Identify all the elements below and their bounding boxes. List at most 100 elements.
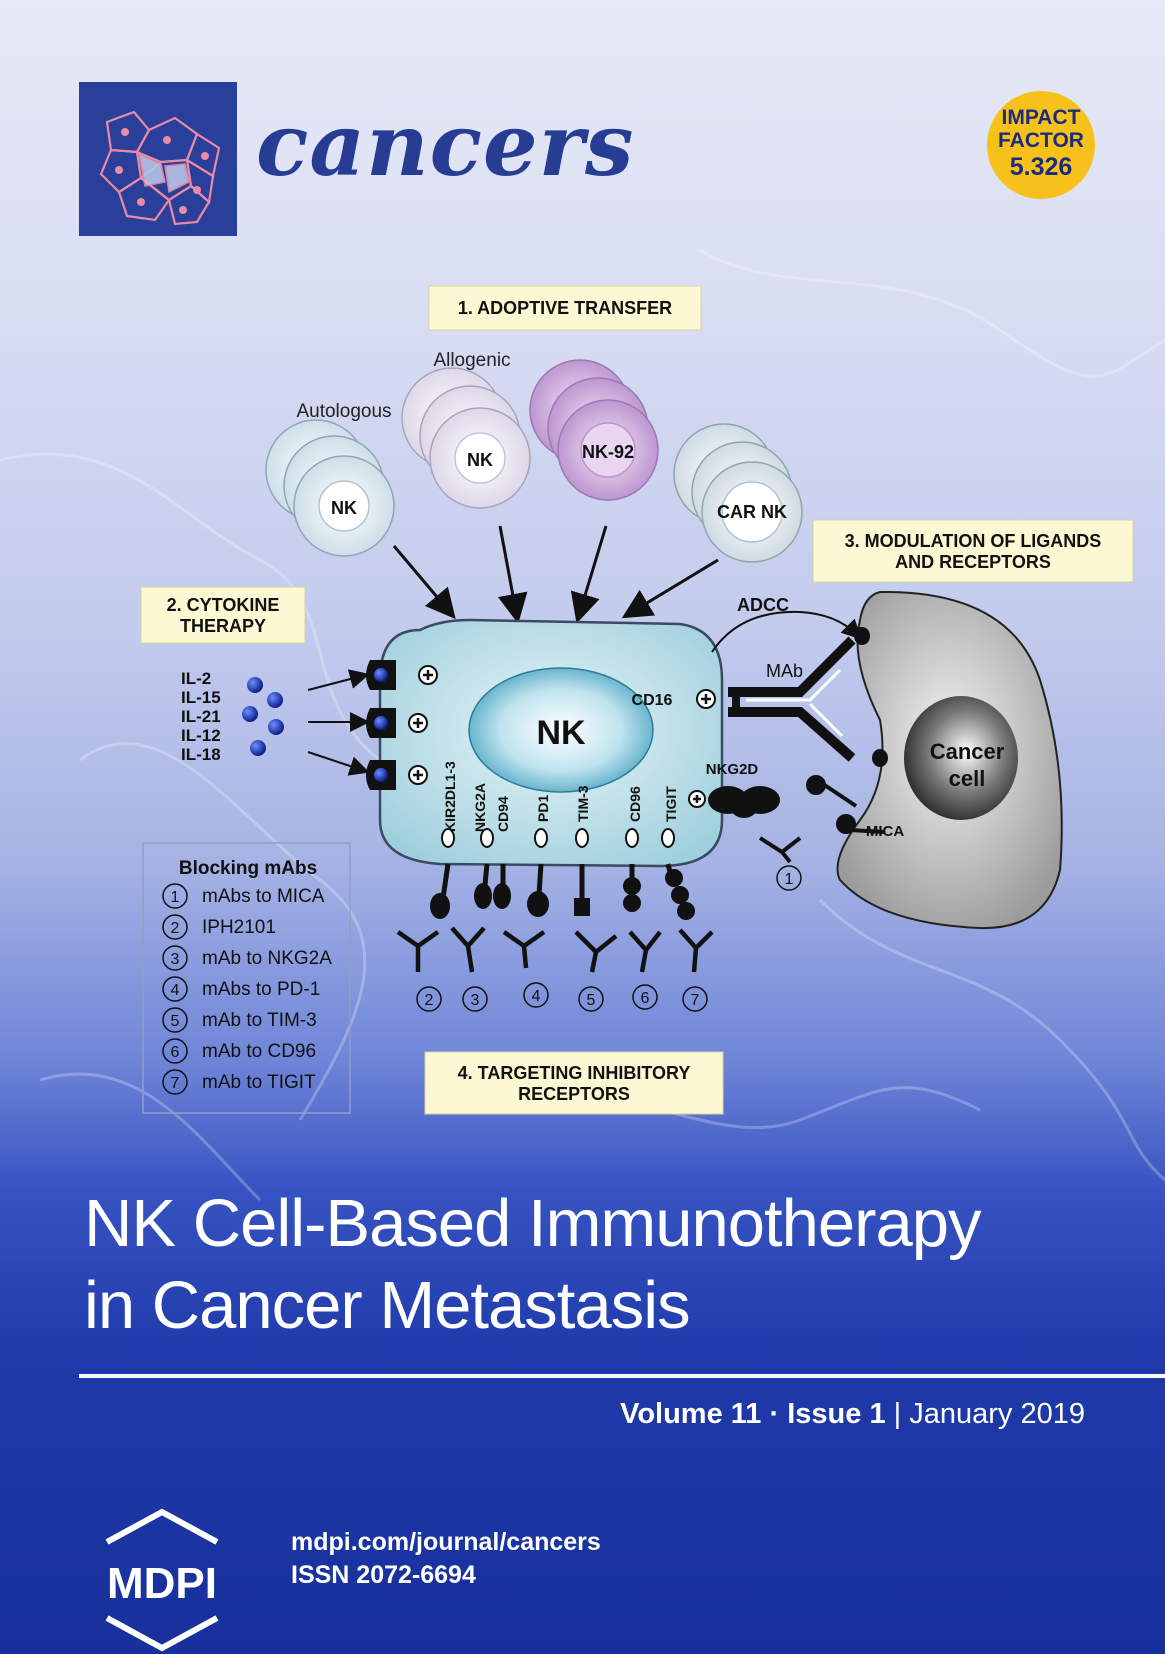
allogenic-nk-cells: [401, 367, 531, 509]
antibody-numbers: 2 3 4 5 6 7 1: [425, 871, 794, 1009]
cytokine-molecules: [242, 677, 284, 756]
receptor-label: TIM-3: [575, 785, 591, 822]
inhibitory-receptor-labels: KIR2DL1-3 NKG2A CD94 PD1 TIM-3 CD96 TIGI…: [442, 761, 679, 832]
section-targeting-line1: 4. TARGETING INHIBITORY: [458, 1063, 691, 1083]
impact-label-line1: IMPACT: [1001, 106, 1081, 129]
issue-number: Issue 1: [787, 1398, 886, 1430]
title-divider: [79, 1374, 1165, 1378]
cancer-cell-line1: Cancer: [930, 739, 1005, 764]
issue-date: January 2019: [909, 1398, 1085, 1430]
car-nk-cells: [673, 423, 803, 563]
legend-number: 6: [171, 1044, 180, 1061]
blocking-mabs-legend: Blocking mAbs 1 mAbs to MICA 2 IPH2101 3 mAb …: [142, 842, 351, 1114]
inhibitory-receptor-heads: [430, 869, 695, 920]
car-nk-cell-label: CAR NK: [717, 502, 787, 522]
cells-logo-icon: [99, 110, 221, 226]
cd16-plus-sign: [696, 689, 716, 709]
legend-item-label: mAbs to PD-1: [202, 979, 320, 1000]
allogenic-cell-label: NK: [467, 450, 493, 470]
mdpi-logo: MDPI: [105, 1508, 219, 1652]
section-cytokine-therapy: 2. CYTOKINE THERAPY: [140, 586, 306, 644]
receptor-label: NKG2A: [472, 783, 488, 832]
autologous-label: Autologous: [296, 401, 391, 422]
cancer-cell-line2: cell: [949, 766, 986, 791]
legend-item-label: IPH2101: [202, 917, 276, 938]
legend-number: 3: [171, 951, 180, 968]
legend-number-circle: [162, 1038, 188, 1064]
section-modulation: 3. MODULATION OF LIGANDS AND RECEPTORS: [812, 519, 1134, 583]
article-title-line2: in Cancer Metastasis: [84, 1268, 691, 1343]
mica-label: MICA: [866, 823, 904, 840]
cytokine-label: IL-21: [181, 707, 221, 726]
cytokine-label: IL-15: [181, 688, 221, 707]
cancer-ligand-top: [854, 627, 870, 645]
antibody-number: 5: [587, 992, 596, 1009]
mab-label: MAb: [766, 661, 803, 681]
issue-bar: |: [893, 1398, 902, 1430]
journal-name: cancers: [256, 95, 635, 196]
section-adoptive-transfer: 1. ADOPTIVE TRANSFER: [428, 285, 702, 331]
legend-number: 1: [171, 889, 180, 906]
legend-number-circle: [162, 883, 188, 909]
publisher-info: mdpi.com/journal/cancers ISSN 2072-6694: [291, 1526, 601, 1592]
article-title-line1: NK Cell-Based Immunotherapy: [84, 1186, 982, 1261]
section-targeting: 4. TARGETING INHIBITORY RECEPTORS: [424, 1051, 724, 1115]
inhibitory-minus-signs: [441, 828, 675, 848]
autologous-cell-label: NK: [331, 498, 357, 518]
cytokine-label: IL-2: [181, 669, 211, 688]
legend-item-label: mAb to TIM-3: [202, 1010, 317, 1031]
cancer-cell: [836, 590, 1063, 930]
section-adoptive-transfer-label: 1. ADOPTIVE TRANSFER: [458, 298, 672, 318]
allogenic-label: Allogenic: [433, 350, 510, 371]
section-targeting-line2: RECEPTORS: [518, 1084, 630, 1104]
antibody-number: 2: [425, 992, 434, 1009]
cytokine-receptors: [366, 660, 438, 790]
legend-number: 7: [171, 1075, 180, 1092]
nk92-cells: [529, 359, 659, 501]
mdpi-logo-top-icon: [105, 1508, 219, 1545]
nkg2d-plus-sign: [688, 790, 706, 808]
legend-number-circle: [162, 1007, 188, 1033]
cancer-ligand-bottom: [872, 749, 888, 767]
impact-label-line2: FACTOR: [998, 129, 1084, 152]
legend-item-label: mAb to TIGIT: [202, 1072, 316, 1093]
section-modulation-line1: 3. MODULATION OF LIGANDS: [845, 531, 1102, 551]
receptor-label: KIR2DL1-3: [442, 761, 458, 832]
section-cytokine-line2: THERAPY: [180, 616, 266, 636]
blocking-antibodies: [396, 926, 714, 973]
antibody-number-circles: [416, 865, 802, 1012]
journal-issn: ISSN 2072-6694: [291, 1561, 476, 1589]
legend-number: 2: [171, 920, 180, 937]
impact-value: 5.326: [1009, 153, 1073, 181]
nk92-cell-label: NK-92: [582, 442, 634, 462]
section-modulation-line2: AND RECEPTORS: [895, 552, 1051, 572]
adcc-label: ADCC: [737, 595, 789, 615]
legend-item-label: mAbs to MICA: [202, 886, 325, 907]
nkg2d-receptor: [708, 786, 780, 818]
adcc-arrow: [711, 610, 862, 653]
issue-info: Volume 11 · Issue 1 | January 2019: [620, 1398, 1085, 1431]
journal-website: mdpi.com/journal/cancers: [291, 1528, 601, 1556]
cytokine-label: IL-12: [181, 726, 221, 745]
antibody-number: 3: [471, 992, 480, 1009]
legend-number: 5: [171, 1013, 180, 1030]
legend-item-label: mAb to CD96: [202, 1041, 316, 1062]
cd16-mab-complex: [728, 636, 856, 762]
legend-number: 4: [171, 982, 180, 999]
cytokine-label: IL-18: [181, 745, 221, 764]
mdpi-logo-text: MDPI: [107, 1559, 217, 1608]
legend-number-circle: [162, 976, 188, 1002]
legend-item-label: mAb to NKG2A: [202, 948, 332, 969]
section-cytokine-line1: 2. CYTOKINE: [167, 595, 280, 615]
autologous-nk-cells: [265, 419, 395, 557]
issue-separator: ·: [769, 1398, 780, 1430]
impact-factor-badge: IMPACT FACTOR 5.326: [987, 91, 1095, 199]
journal-logo: [79, 82, 237, 236]
cd16-label: CD16: [632, 692, 673, 709]
cytokine-arrows: [307, 669, 370, 776]
central-nk-label: NK: [536, 714, 586, 752]
mica-ligands: [806, 775, 885, 834]
legend-number-circle: [162, 945, 188, 971]
